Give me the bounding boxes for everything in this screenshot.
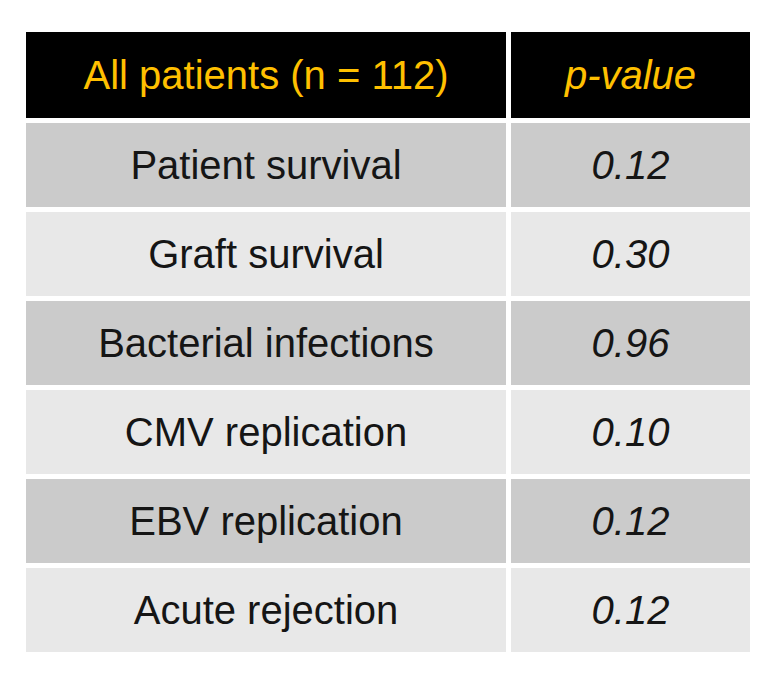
table-row: Graft survival 0.30: [26, 212, 750, 296]
table-row: Patient survival 0.12: [26, 123, 750, 207]
header-cell-pvalue: p-value: [511, 32, 750, 118]
row-label: EBV replication: [26, 479, 506, 563]
row-label: CMV replication: [26, 390, 506, 474]
table-row: EBV replication 0.12: [26, 479, 750, 563]
table-header-row: All patients (n = 112) p-value: [26, 32, 750, 118]
results-table: All patients (n = 112) p-value Patient s…: [26, 32, 750, 652]
row-label: Bacterial infections: [26, 301, 506, 385]
header-cell-population: All patients (n = 112): [26, 32, 506, 118]
row-label: Acute rejection: [26, 568, 506, 652]
table-row: Acute rejection 0.12: [26, 568, 750, 652]
row-label: Patient survival: [26, 123, 506, 207]
row-label: Graft survival: [26, 212, 506, 296]
table-row: CMV replication 0.10: [26, 390, 750, 474]
p-value-cell: 0.12: [511, 479, 750, 563]
p-value-cell: 0.12: [511, 123, 750, 207]
p-value-cell: 0.12: [511, 568, 750, 652]
p-value-cell: 0.10: [511, 390, 750, 474]
p-value-cell: 0.30: [511, 212, 750, 296]
table-row: Bacterial infections 0.96: [26, 301, 750, 385]
p-value-cell: 0.96: [511, 301, 750, 385]
